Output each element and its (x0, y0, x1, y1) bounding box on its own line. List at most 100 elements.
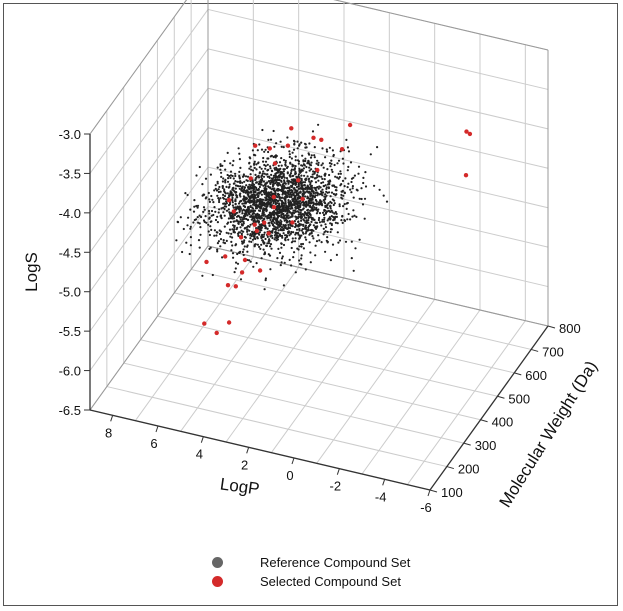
reference-point (304, 195, 307, 198)
reference-point (260, 243, 263, 246)
reference-point (262, 184, 265, 187)
reference-point (358, 197, 361, 200)
reference-point (198, 246, 201, 249)
reference-point (317, 163, 320, 167)
reference-point (273, 198, 276, 201)
reference-point (255, 207, 258, 210)
reference-point (248, 201, 251, 204)
reference-point (294, 271, 297, 274)
reference-point (321, 220, 324, 223)
reference-point (249, 237, 252, 240)
reference-point (303, 211, 307, 214)
reference-point (311, 201, 314, 204)
reference-point (270, 173, 273, 176)
reference-point (296, 140, 299, 143)
reference-point (293, 191, 296, 194)
reference-point (323, 218, 326, 221)
reference-point (317, 179, 320, 182)
back-wall-grid-line (89, 0, 188, 135)
reference-point (271, 211, 274, 214)
reference-point (323, 201, 326, 204)
selected-point (267, 146, 272, 151)
y-tick-label: -4 (375, 489, 387, 504)
reference-point (318, 221, 321, 224)
reference-point (213, 229, 216, 232)
reference-point (318, 193, 321, 196)
reference-point (347, 150, 351, 153)
selected-point (231, 209, 236, 214)
reference-point (304, 187, 307, 191)
reference-point (308, 233, 311, 236)
reference-point (291, 213, 294, 216)
chart-frame (3, 3, 618, 606)
reference-point (242, 191, 245, 194)
reference-point (292, 187, 295, 190)
selected-point (272, 161, 278, 166)
reference-point (286, 136, 289, 139)
reference-point (227, 232, 230, 235)
back-wall-grid-line (89, 166, 209, 332)
reference-point (232, 182, 235, 185)
reference-point (261, 200, 264, 203)
reference-point (247, 259, 251, 262)
reference-point (270, 214, 273, 217)
reference-point (316, 186, 319, 189)
reference-point (317, 208, 320, 211)
reference-point (266, 163, 269, 166)
reference-point (286, 189, 290, 192)
reference-point (267, 202, 270, 205)
legend-label-reference: Reference Compound Set (260, 555, 411, 570)
reference-point (231, 194, 234, 197)
reference-point (278, 189, 281, 192)
reference-point (331, 170, 334, 173)
reference-point (240, 229, 243, 232)
reference-point (214, 184, 217, 187)
reference-point (239, 166, 242, 169)
reference-point (248, 161, 251, 164)
reference-point (322, 220, 326, 223)
reference-point (341, 197, 344, 200)
selected-point (311, 135, 316, 140)
reference-point (309, 181, 312, 185)
reference-point (187, 216, 190, 219)
reference-point (304, 268, 307, 271)
reference-point (266, 227, 269, 230)
reference-point (273, 145, 276, 148)
reference-point (343, 185, 346, 188)
reference-point (259, 191, 262, 194)
reference-point (252, 189, 255, 192)
reference-point (267, 253, 270, 256)
reference-point (340, 219, 343, 222)
reference-point (287, 209, 290, 212)
reference-point (287, 223, 290, 226)
floor-grid-line (191, 268, 532, 350)
reference-point (308, 142, 311, 145)
reference-point (299, 191, 302, 194)
reference-point (203, 208, 206, 211)
reference-point (273, 192, 276, 195)
reference-point (300, 229, 303, 232)
reference-point (300, 245, 303, 248)
reference-point (324, 197, 327, 201)
reference-point (293, 203, 296, 207)
reference-point (278, 214, 281, 218)
reference-point (347, 182, 350, 185)
selected-point (223, 254, 228, 259)
reference-point (247, 206, 250, 209)
reference-point (316, 192, 320, 195)
reference-point (300, 223, 303, 226)
reference-point (274, 226, 277, 229)
reference-point (299, 171, 302, 174)
reference-point (223, 242, 227, 245)
reference-point (193, 218, 196, 222)
reference-point (314, 181, 318, 184)
reference-point (240, 216, 243, 219)
reference-point (220, 207, 223, 210)
reference-point (327, 187, 330, 190)
reference-point (249, 223, 252, 226)
reference-point (239, 185, 242, 188)
reference-point (298, 202, 301, 205)
y-tick-label: -6 (420, 500, 432, 515)
x-tick-mark (531, 348, 539, 352)
reference-point (254, 194, 257, 197)
